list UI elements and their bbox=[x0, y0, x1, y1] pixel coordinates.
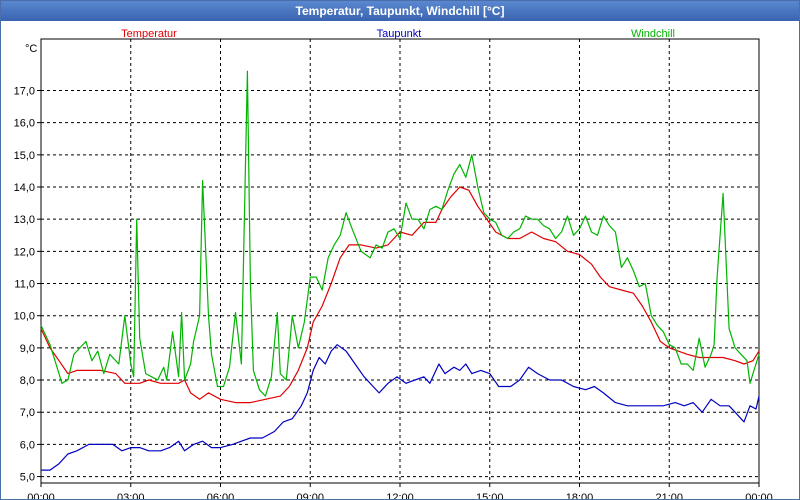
legend-temperatur: Temperatur bbox=[121, 28, 177, 40]
series-line-temperatur bbox=[40, 186, 760, 404]
legend-taupunkt: Taupunkt bbox=[377, 28, 422, 40]
y-tick-label: 14,0 bbox=[14, 182, 35, 194]
y-tick-label: 17,0 bbox=[14, 85, 35, 97]
y-tick-label: 5,0 bbox=[20, 472, 35, 484]
y-tick-label: 12,0 bbox=[14, 246, 35, 258]
window-title: Temperatur, Taupunkt, Windchill [°C] bbox=[1, 1, 799, 21]
x-tick-time: 21:00 bbox=[655, 492, 683, 499]
x-tick-time: 06:00 bbox=[207, 492, 235, 499]
legend-windchill: Windchill bbox=[631, 28, 675, 40]
x-tick-time: 00:00 bbox=[745, 492, 773, 499]
x-tick-time: 15:00 bbox=[476, 492, 504, 499]
y-tick-label: 6,0 bbox=[20, 439, 35, 451]
y-tick-label: 9,0 bbox=[20, 343, 35, 355]
chart-plot: °C Temperatur Taupunkt Windchill 5,0 6,0 7… bbox=[14, 28, 773, 499]
y-tick-label: 11,0 bbox=[14, 279, 35, 291]
x-tick-time: 12:00 bbox=[386, 492, 414, 499]
y-tick-label: 7,0 bbox=[20, 407, 35, 419]
y-tick-label: 10,0 bbox=[14, 311, 35, 323]
y-tick-label: 16,0 bbox=[14, 118, 35, 130]
x-tick-time: 18:00 bbox=[566, 492, 594, 499]
y-tick-label: 8,0 bbox=[20, 375, 35, 387]
x-tick-time: 03:00 bbox=[117, 492, 145, 499]
x-tick-time: 09:00 bbox=[296, 492, 324, 499]
y-tick-label: 13,0 bbox=[14, 214, 35, 226]
series-line-taupunkt bbox=[41, 344, 760, 471]
y-tick-label: 15,0 bbox=[14, 150, 35, 162]
y-axis-unit: °C bbox=[25, 43, 37, 55]
series-line-windchill bbox=[40, 70, 760, 397]
x-tick-time: 00:00 bbox=[27, 492, 55, 499]
